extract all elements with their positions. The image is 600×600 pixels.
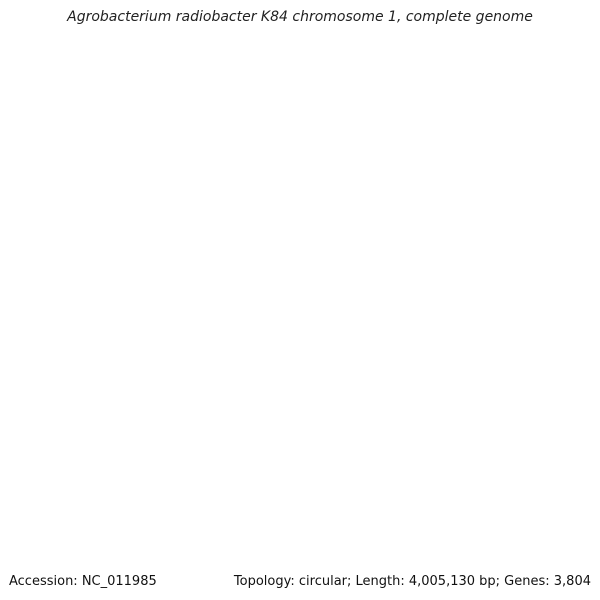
accession-text: Accession: NC_011985	[9, 574, 157, 589]
genome-summary-text: Topology: circular; Length: 4,005,130 bp…	[233, 574, 591, 589]
map-title: Agrobacterium radiobacter K84 chromosome…	[67, 9, 533, 25]
